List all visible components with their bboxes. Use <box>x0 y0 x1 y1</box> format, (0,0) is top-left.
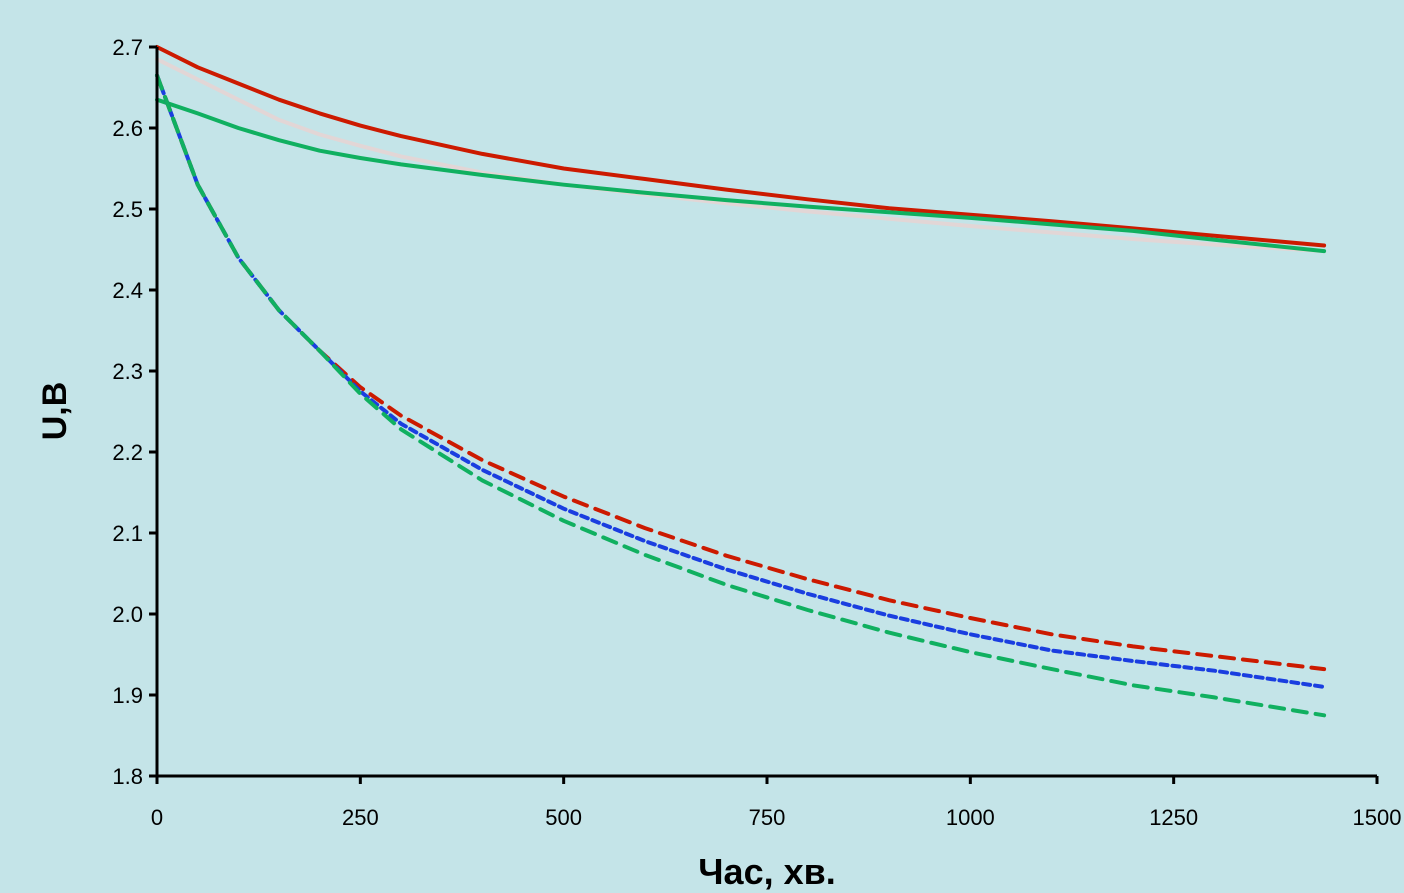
x-tick-label: 1250 <box>1149 805 1198 830</box>
y-tick-label: 2.6 <box>112 116 143 141</box>
series-layer <box>155 45 1327 718</box>
x-tick-label: 1000 <box>946 805 995 830</box>
y-tick-label: 2.2 <box>112 440 143 465</box>
y-tick-label: 2.7 <box>112 35 143 60</box>
y-axis-title: U,B <box>36 382 74 441</box>
series-line-5 <box>155 73 1327 689</box>
x-tick-label: 1500 <box>1353 805 1402 830</box>
x-tick-label: 0 <box>151 805 163 830</box>
y-tick-label: 2.4 <box>112 278 143 303</box>
y-tick-label: 2.3 <box>112 359 143 384</box>
series-line-3 <box>155 97 1327 254</box>
x-tick-label: 250 <box>342 805 379 830</box>
y-tick-label: 2.5 <box>112 197 143 222</box>
x-tick-label: 750 <box>749 805 786 830</box>
series-line-6 <box>155 73 1327 718</box>
series-line-4 <box>155 73 1327 672</box>
y-tick-label: 2.0 <box>112 602 143 627</box>
y-tick-label: 2.1 <box>112 521 143 546</box>
y-tick-label: 1.9 <box>112 683 143 708</box>
series-line-1 <box>155 45 1327 248</box>
y-tick-label: 1.8 <box>112 764 143 789</box>
x-tick-label: 500 <box>545 805 582 830</box>
x-axis-title: Час, хв. <box>698 851 836 892</box>
series-line-2 <box>155 57 1327 254</box>
ticks-layer: 0 250 500 750 1000 1250 1500 1.8 1.9 2.0 2.1 2.2 2.3… <box>112 35 1401 830</box>
